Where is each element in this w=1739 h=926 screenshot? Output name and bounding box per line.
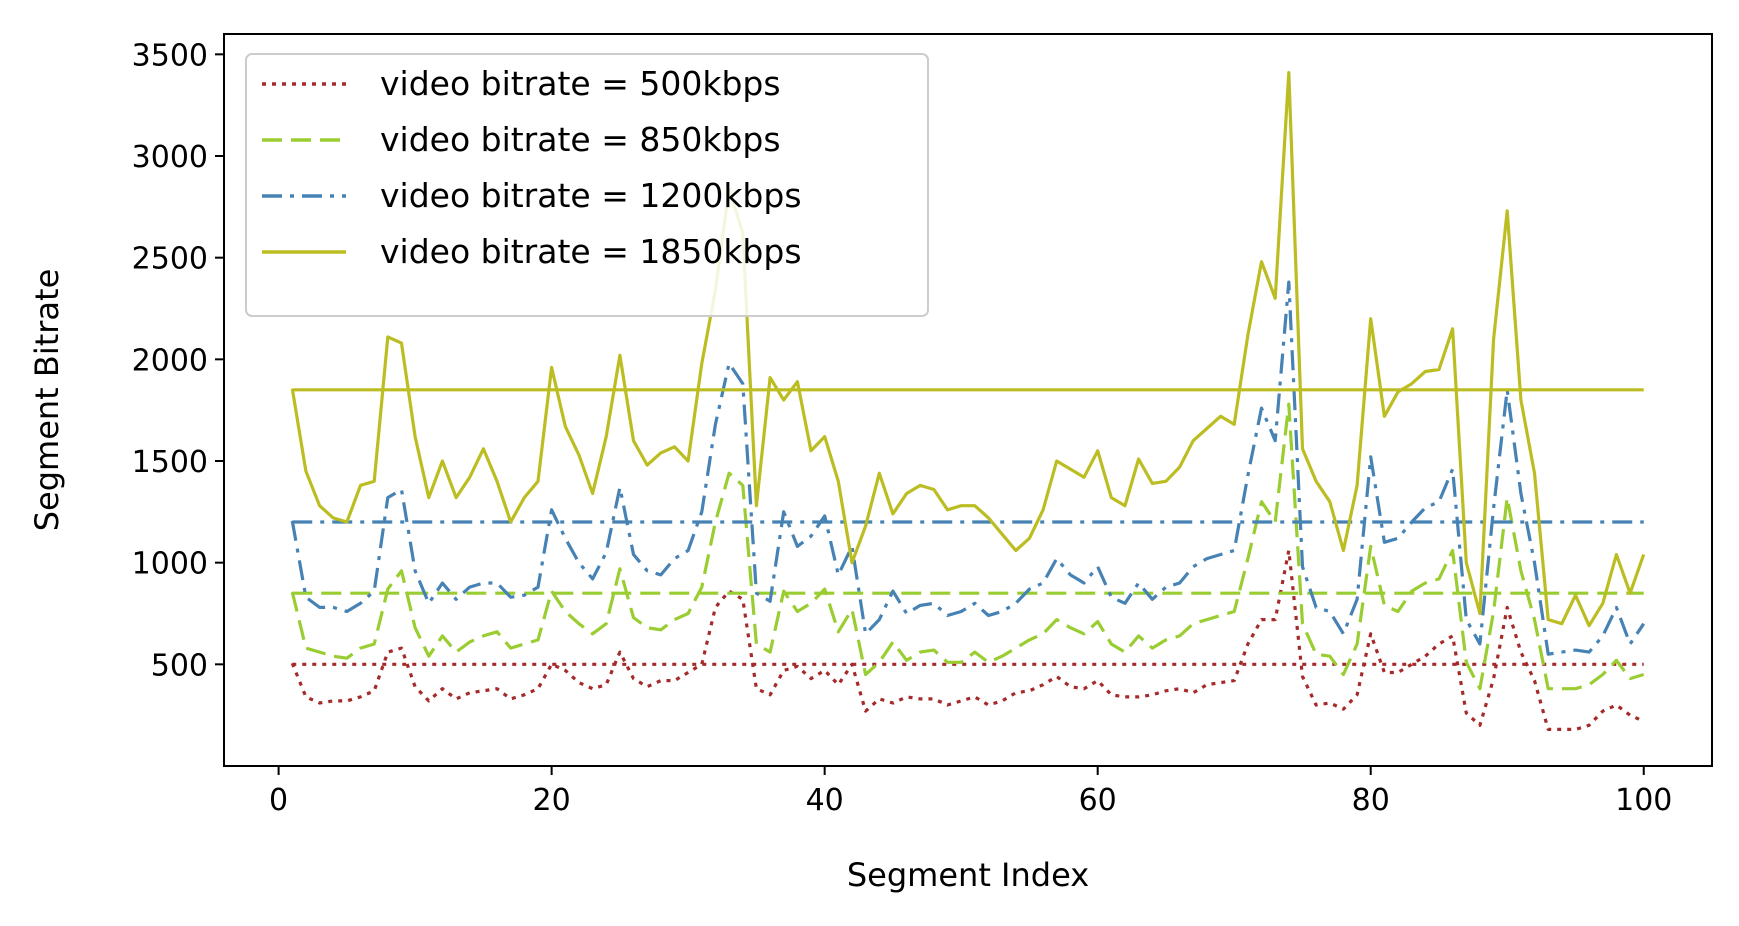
y-tick-label: 3000 bbox=[132, 140, 208, 175]
x-tick-label: 80 bbox=[1352, 783, 1390, 818]
x-tick-label: 60 bbox=[1079, 783, 1117, 818]
legend-box bbox=[245, 53, 929, 317]
x-axis: 0 20 40 60 80 100 bbox=[269, 766, 1672, 818]
y-axis-label: Segment Bitrate bbox=[28, 269, 66, 532]
y-tick-label: 2000 bbox=[132, 343, 208, 378]
y-tick-label: 3500 bbox=[132, 38, 208, 73]
series-line-3 bbox=[290, 70, 1646, 628]
x-axis-label: Segment Index bbox=[847, 856, 1089, 894]
y-tick-label: 1500 bbox=[132, 445, 208, 480]
x-tick-label: 100 bbox=[1615, 783, 1672, 818]
series-line-2 bbox=[290, 280, 1646, 656]
x-tick-label: 0 bbox=[269, 783, 288, 818]
x-tick-label: 40 bbox=[806, 783, 844, 818]
y-tick-label: 2500 bbox=[132, 242, 208, 277]
y-axis: 500 1000 1500 2000 2500 3000 3500 bbox=[132, 38, 224, 683]
legend-label-3: video bitrate = 1850kbps bbox=[380, 232, 802, 271]
legend-label-0: video bitrate = 500kbps bbox=[380, 64, 781, 103]
legend: video bitrate = 500kbps video bitrate = 8… bbox=[245, 53, 929, 317]
plot-frame bbox=[223, 33, 1713, 767]
series-layer bbox=[290, 70, 1646, 732]
x-tick-label: 20 bbox=[533, 783, 571, 818]
series-line-0 bbox=[290, 548, 1645, 732]
legend-label-2: video bitrate = 1200kbps bbox=[380, 176, 802, 215]
series-line-1 bbox=[290, 402, 1645, 691]
legend-label-1: video bitrate = 850kbps bbox=[380, 120, 781, 159]
y-tick-label: 1000 bbox=[132, 547, 208, 582]
y-tick-label: 500 bbox=[151, 648, 208, 683]
